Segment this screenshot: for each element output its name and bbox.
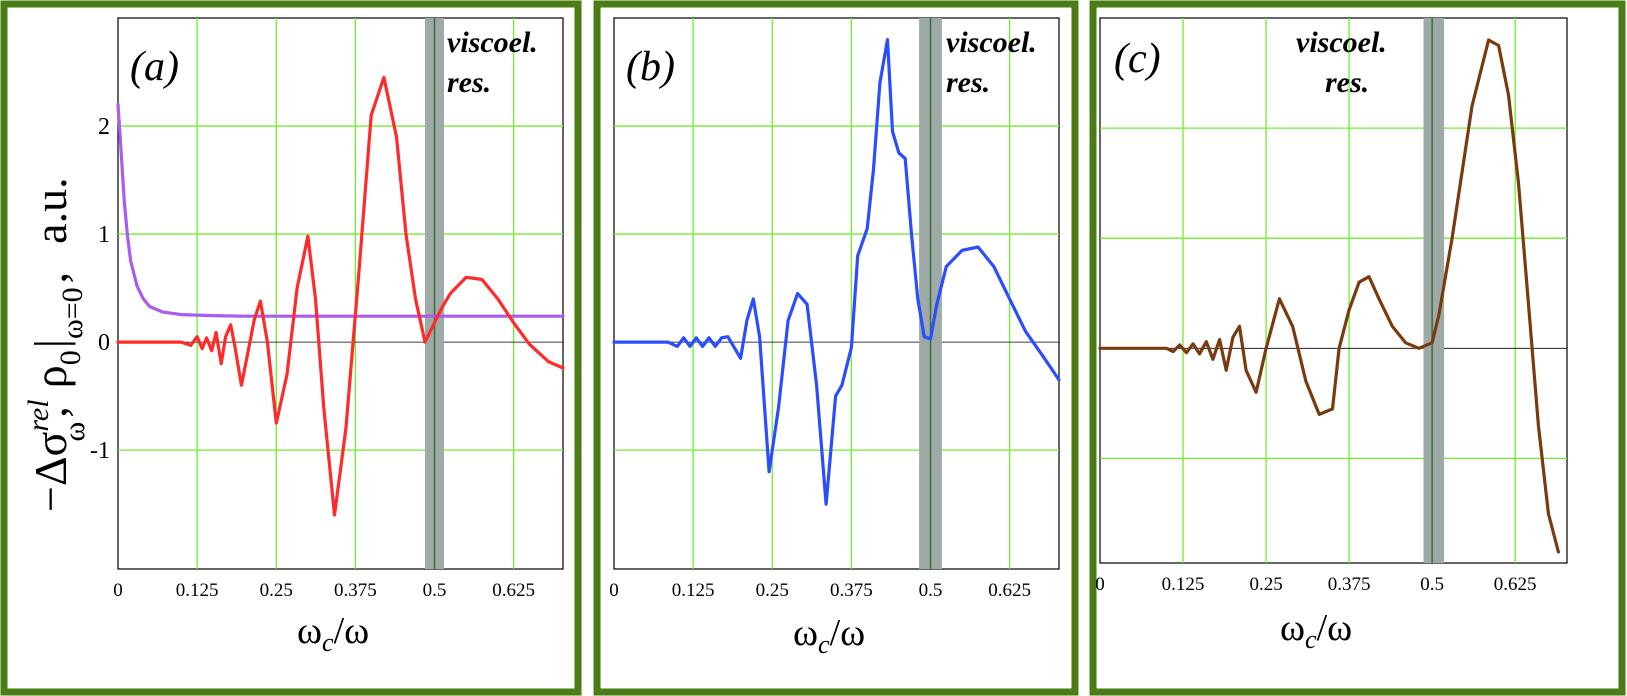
panel-a-x-tick-label-2: 0.25 (260, 580, 293, 601)
panel-c: 0 0.125 0.25 0.375 0.5 0.625 (c) viscoel. res… (1089, 0, 1626, 696)
panel-b-x-tick-label-2: 0.25 (756, 580, 789, 601)
panel-b-x-tick-label-0: 0 (609, 580, 619, 601)
panel-b-resonance-label-line1: viscoel. (946, 26, 1037, 59)
panel-a-series (116, 75, 565, 517)
panel-a-x-tick-label-1: 0.125 (176, 580, 219, 601)
panel-a-y-tick-label-0: 2 (98, 114, 110, 140)
panel-b-resonance-label-line2: res. (946, 66, 990, 99)
panel-a-resonance-label-line1: viscoel. (447, 26, 538, 59)
panel-b-resonance-band (919, 18, 942, 569)
panel-c-label: (c) (1114, 36, 1161, 82)
panel-b-label: (b) (626, 44, 675, 90)
panel-c-x-tick-label-2: 0.25 (1249, 574, 1282, 595)
panel-c-ticks: 0 0.125 0.25 0.375 0.5 0.625 (1095, 574, 1536, 595)
panel-c-x-tick-label-4: 0.5 (1420, 574, 1444, 595)
panel-a-resonance-label-line2: res. (447, 66, 491, 99)
panel-b-series-0-line (612, 38, 1061, 506)
panel-a-y-tick-label-2: 0 (98, 330, 110, 356)
panel-c-series (1098, 38, 1560, 554)
panel-a-plot-area (117, 17, 564, 570)
panel-a-x-tick-label-4: 0.5 (423, 580, 447, 601)
panel-c-plot: 0 0.125 0.25 0.375 0.5 0.625 (1095, 17, 1568, 595)
panel-a-x-tick-label-3: 0.375 (334, 580, 377, 601)
panel-c-resonance-band (1423, 18, 1445, 563)
panel-c-x-tick-label-3: 0.375 (1328, 574, 1371, 595)
panel-a-plot: 0 0.125 0.25 0.375 0.5 0.625 2 1 0 -1 (90, 17, 565, 601)
panel-a: 0 0.125 0.25 0.375 0.5 0.625 2 1 0 -1 (a) viscoel… (0, 0, 582, 696)
panel-b-plot: 0 0.125 0.25 0.375 0.5 0.625 (609, 17, 1061, 601)
y-axis-label: −Δσrel ω,ρ0|ω=0,a.u. (22, 177, 91, 512)
panel-c-resonance-band-rect (1423, 18, 1445, 563)
panel-b-x-axis-label: ωc/ω (793, 612, 865, 659)
panel-a-resonance-band (425, 18, 444, 569)
panel-a-label: (a) (130, 44, 179, 90)
panel-c-x-tick-label-5: 0.625 (1494, 574, 1537, 595)
panel-b-x-tick-label-1: 0.125 (672, 580, 715, 601)
panel-a-frame (0, 0, 582, 696)
panel-c-resonance-label-line1: viscoel. (1296, 26, 1387, 59)
panel-b-plot-area (613, 17, 1060, 570)
panel-b-x-tick-label-4: 0.5 (919, 580, 943, 601)
panel-c-x-tick-label-1: 0.125 (1162, 574, 1205, 595)
panel-c-frame (1089, 0, 1626, 696)
panel-c-resonance-label-line2: res. (1325, 66, 1369, 99)
panel-a-x-tick-label-0: 0 (113, 580, 123, 601)
panel-b-frame (593, 0, 1079, 696)
panel-a-ticks: 0 0.125 0.25 0.375 0.5 0.625 2 1 0 -1 (90, 114, 535, 601)
panel-c-x-axis-label: ωc/ω (1280, 607, 1352, 654)
panel-a-x-axis-label: ωc/ω (297, 610, 369, 657)
panel-a-y-tick-label-1: 1 (98, 222, 110, 248)
panel-a-series-1-line (116, 75, 565, 517)
panel-a-y-tick-label-3: -1 (90, 438, 110, 464)
panel-b-x-tick-label-5: 0.625 (988, 580, 1031, 601)
panel-b-x-tick-label-3: 0.375 (830, 580, 873, 601)
panel-a-x-tick-label-5: 0.625 (492, 580, 535, 601)
panel-b: 0 0.125 0.25 0.375 0.5 0.625 (b) viscoel. res… (593, 0, 1079, 696)
panel-c-series-0-line (1098, 38, 1560, 554)
panel-c-plot-area (1099, 17, 1568, 564)
panel-a-series-0-line (116, 102, 565, 318)
panel-b-series (612, 38, 1061, 506)
panel-c-x-tick-label-0: 0 (1095, 574, 1105, 595)
panel-b-ticks: 0 0.125 0.25 0.375 0.5 0.625 (609, 580, 1031, 601)
